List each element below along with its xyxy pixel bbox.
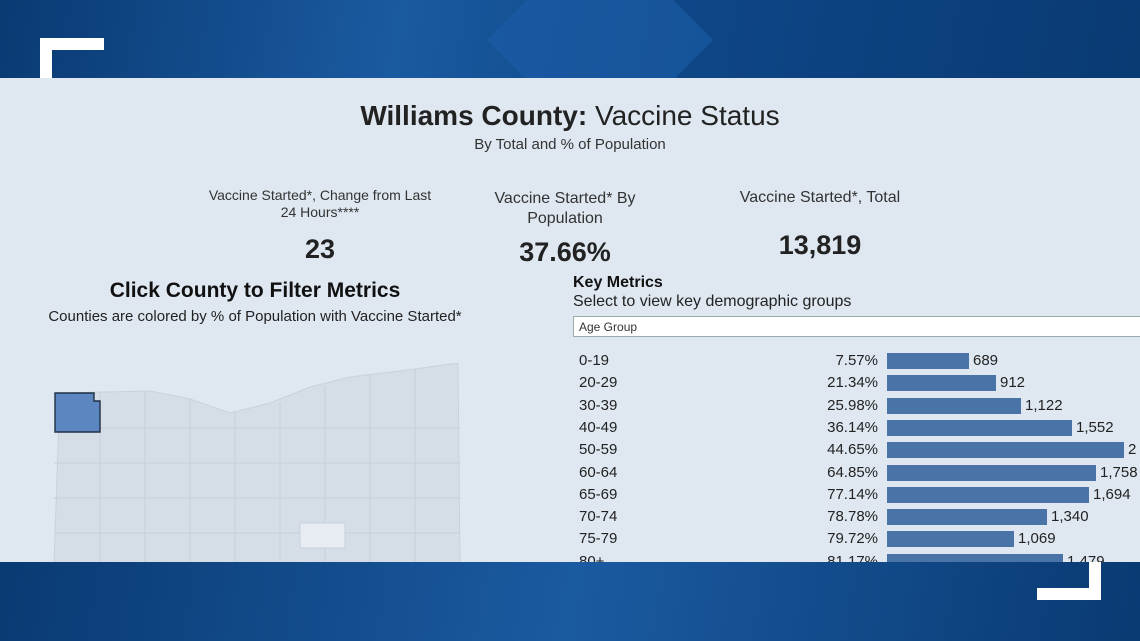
percent-value: 78.78% [827, 508, 878, 526]
count-bar[interactable] [887, 375, 996, 392]
count-label: 912 [1000, 374, 1026, 392]
kpi-value: 13,819 [778, 230, 862, 260]
table-row[interactable]: 30-39 25.98% 1,122 [0, 395, 1140, 417]
map-title: Click County to Filter Metrics [109, 279, 401, 302]
county-selected[interactable] [299, 522, 346, 549]
county-map[interactable] [50, 363, 470, 562]
table-row[interactable]: 70-74 78.78% 1,340 [0, 506, 1140, 528]
percent-value: 77.14% [827, 485, 878, 503]
count-bar[interactable] [887, 486, 1089, 503]
page-subtitle: By Total and % of Population [474, 136, 666, 153]
table-row[interactable]: 50-59 44.65% 2 [0, 439, 1140, 461]
table-row[interactable]: 0-19 7.57% 689 [0, 350, 1140, 372]
county-borders [54, 369, 460, 562]
count-label: 1,694 [1093, 485, 1131, 503]
key-metrics-title: Key Metrics [573, 274, 663, 291]
age-group-label: 75-79 [579, 530, 618, 548]
table-row[interactable]: 75-79 79.72% 1,069 [0, 528, 1140, 550]
percent-value: 64.85% [827, 463, 878, 481]
page-title: Williams County: Vaccine Status [360, 100, 780, 131]
count-bar[interactable] [887, 353, 969, 369]
count-label: 689 [973, 352, 999, 369]
age-group-label: 80+ [579, 552, 605, 562]
count-label: 1,069 [1018, 530, 1056, 548]
age-group-label: 30-39 [579, 396, 618, 414]
age-group-label: 70-74 [579, 508, 618, 526]
table-row[interactable]: 40-49 36.14% 1,552 [0, 417, 1140, 439]
key-metrics-subtitle: Select to view key demographic groups [573, 293, 852, 310]
count-bar[interactable] [887, 419, 1072, 436]
count-bar[interactable] [887, 553, 1063, 562]
percent-value: 25.98% [827, 396, 878, 414]
count-label: 1,340 [1051, 508, 1089, 526]
count-bar[interactable] [887, 464, 1096, 481]
corner-bracket-icon [1037, 562, 1101, 600]
table-row[interactable]: 60-64 64.85% 1,758 [0, 462, 1140, 484]
percent-value: 36.14% [827, 418, 878, 436]
table-row[interactable]: 65-69 77.14% 1,694 [0, 484, 1140, 506]
kpi-label: Vaccine Started* By Population [494, 190, 636, 227]
count-label: 1,552 [1076, 418, 1114, 436]
dashboard-panel: Williams County: Vaccine Status By Total… [0, 78, 1140, 562]
age-group-label: 0-19 [579, 352, 610, 369]
table-row[interactable]: 20-29 21.34% 912 [0, 372, 1140, 394]
kpi-value: 37.66% [519, 237, 611, 267]
demographic-dropdown[interactable]: Age Group [573, 316, 1140, 337]
bottom-banner [0, 562, 1140, 641]
count-label: 2 [1128, 441, 1137, 459]
age-group-label: 20-29 [579, 374, 618, 392]
top-banner [0, 0, 1140, 78]
percent-value: 81.17% [827, 552, 878, 562]
corner-bracket-icon [40, 38, 104, 78]
kpi-label: Vaccine Started*, Total [739, 189, 901, 206]
kpi-value: 23 [304, 234, 336, 264]
kpi-by-population: Vaccine Started* By Population 37.66% [460, 189, 670, 268]
kpi-change-24h: Vaccine Started*, Change from Last 24 Ho… [200, 187, 440, 265]
age-group-label: 40-49 [579, 418, 618, 436]
age-group-label: 60-64 [579, 463, 618, 481]
count-label: 1,758 [1100, 463, 1138, 481]
count-label: 1,479 [1067, 552, 1105, 562]
percent-value: 7.57% [835, 352, 878, 369]
map-subtitle: Counties are colored by % of Population … [48, 308, 462, 325]
percent-value: 44.65% [827, 441, 878, 459]
percent-value: 79.72% [827, 530, 878, 548]
count-bar[interactable] [887, 397, 1021, 414]
percent-value: 21.34% [827, 374, 878, 392]
count-bar[interactable] [887, 509, 1047, 526]
count-bar[interactable] [887, 531, 1014, 548]
kpi-total: Vaccine Started*, Total 13,819 [710, 189, 930, 261]
count-bar[interactable] [887, 442, 1124, 459]
williams-county[interactable] [54, 392, 101, 433]
kpi-label: Vaccine Started*, Change from Last 24 Ho… [208, 187, 432, 220]
age-group-label: 65-69 [579, 485, 618, 503]
age-group-label: 50-59 [579, 441, 618, 459]
table-row[interactable]: 80+ 81.17% 1,479 [0, 551, 1140, 562]
count-label: 1,122 [1025, 396, 1063, 414]
